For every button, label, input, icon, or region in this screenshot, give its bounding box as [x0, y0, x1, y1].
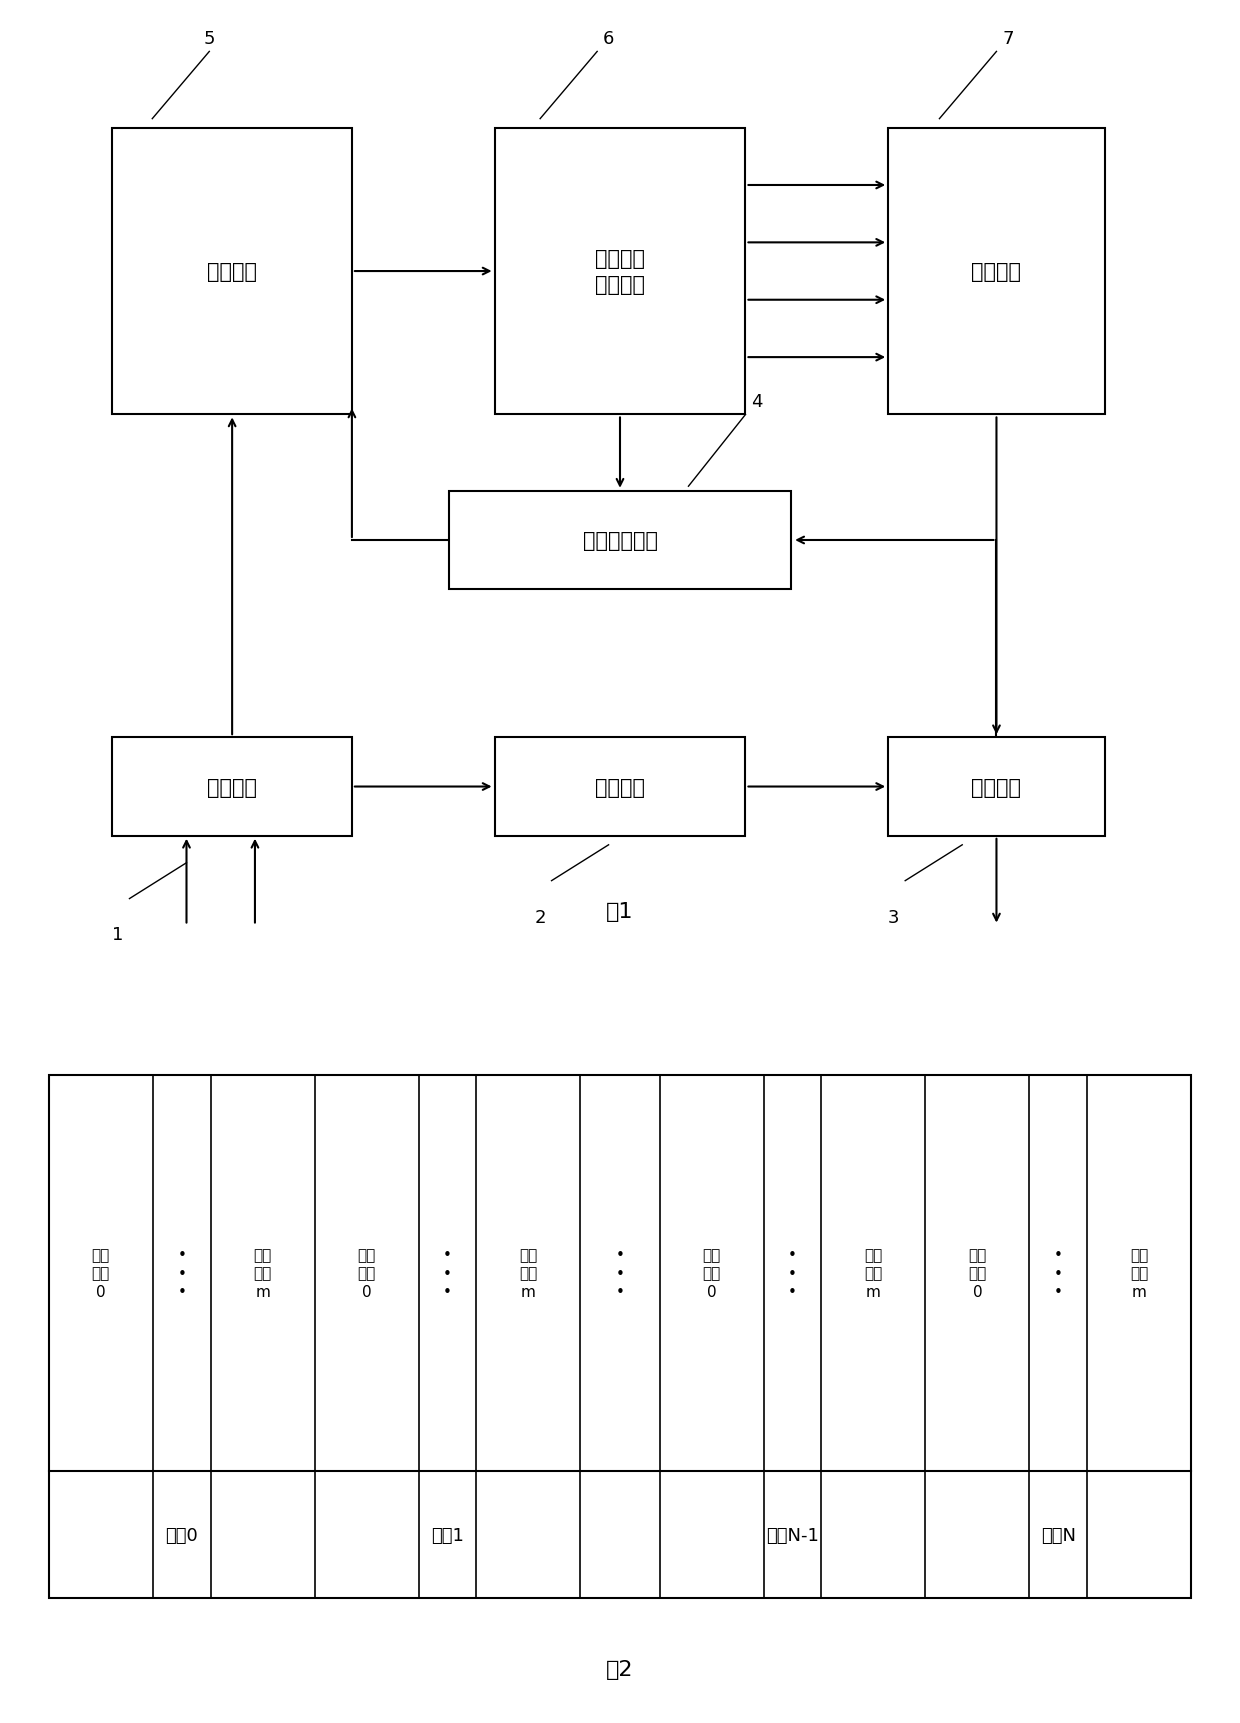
- Text: •
•
•: • • •: [789, 1247, 797, 1299]
- Text: 缓存管理模块: 缓存管理模块: [583, 531, 657, 551]
- Bar: [449, 491, 791, 589]
- Text: 6: 6: [603, 29, 614, 48]
- Text: 7: 7: [1002, 29, 1013, 48]
- Text: 输出
队列
0: 输出 队列 0: [703, 1247, 720, 1299]
- Text: 输出
队列
m: 输出 队列 m: [864, 1247, 883, 1299]
- Text: 输入接口: 输入接口: [207, 777, 257, 798]
- Text: 2: 2: [534, 908, 546, 925]
- Text: 3: 3: [888, 908, 899, 925]
- Text: 端口0: 端口0: [165, 1525, 198, 1544]
- Text: 输出接口: 输出接口: [971, 777, 1022, 798]
- Text: 5: 5: [203, 29, 215, 48]
- Text: 1: 1: [113, 925, 124, 944]
- Bar: [495, 737, 745, 836]
- Text: 输出
队列
0: 输出 队列 0: [968, 1247, 987, 1299]
- Text: •
•
•: • • •: [1054, 1247, 1063, 1299]
- Text: 输出
队列
0: 输出 队列 0: [92, 1247, 110, 1299]
- Text: 4: 4: [751, 393, 763, 410]
- Bar: [495, 129, 745, 415]
- Bar: [113, 129, 352, 415]
- Bar: [113, 737, 352, 836]
- Text: 调度模块: 调度模块: [971, 262, 1022, 283]
- Text: 图2: 图2: [606, 1659, 634, 1678]
- Text: 端口N-1: 端口N-1: [766, 1525, 818, 1544]
- Text: •
•
•: • • •: [177, 1247, 186, 1299]
- Text: 端口1: 端口1: [432, 1525, 464, 1544]
- Text: 输出
队列
m: 输出 队列 m: [520, 1247, 537, 1299]
- Text: 图1: 图1: [606, 901, 634, 922]
- Text: 输出
队列
m: 输出 队列 m: [1130, 1247, 1148, 1299]
- Text: 输出
队列
0: 输出 队列 0: [357, 1247, 376, 1299]
- Text: 端口N: 端口N: [1040, 1525, 1076, 1544]
- Bar: [48, 1075, 1192, 1599]
- Text: 转发引擎: 转发引擎: [207, 262, 257, 283]
- Text: 共享缓存: 共享缓存: [595, 777, 645, 798]
- Text: 输出队列
管理模块: 输出队列 管理模块: [595, 248, 645, 295]
- Text: 输出
队列
m: 输出 队列 m: [253, 1247, 272, 1299]
- Bar: [888, 737, 1105, 836]
- Text: •
•
•: • • •: [615, 1247, 625, 1299]
- Bar: [888, 129, 1105, 415]
- Text: •
•
•: • • •: [443, 1247, 451, 1299]
